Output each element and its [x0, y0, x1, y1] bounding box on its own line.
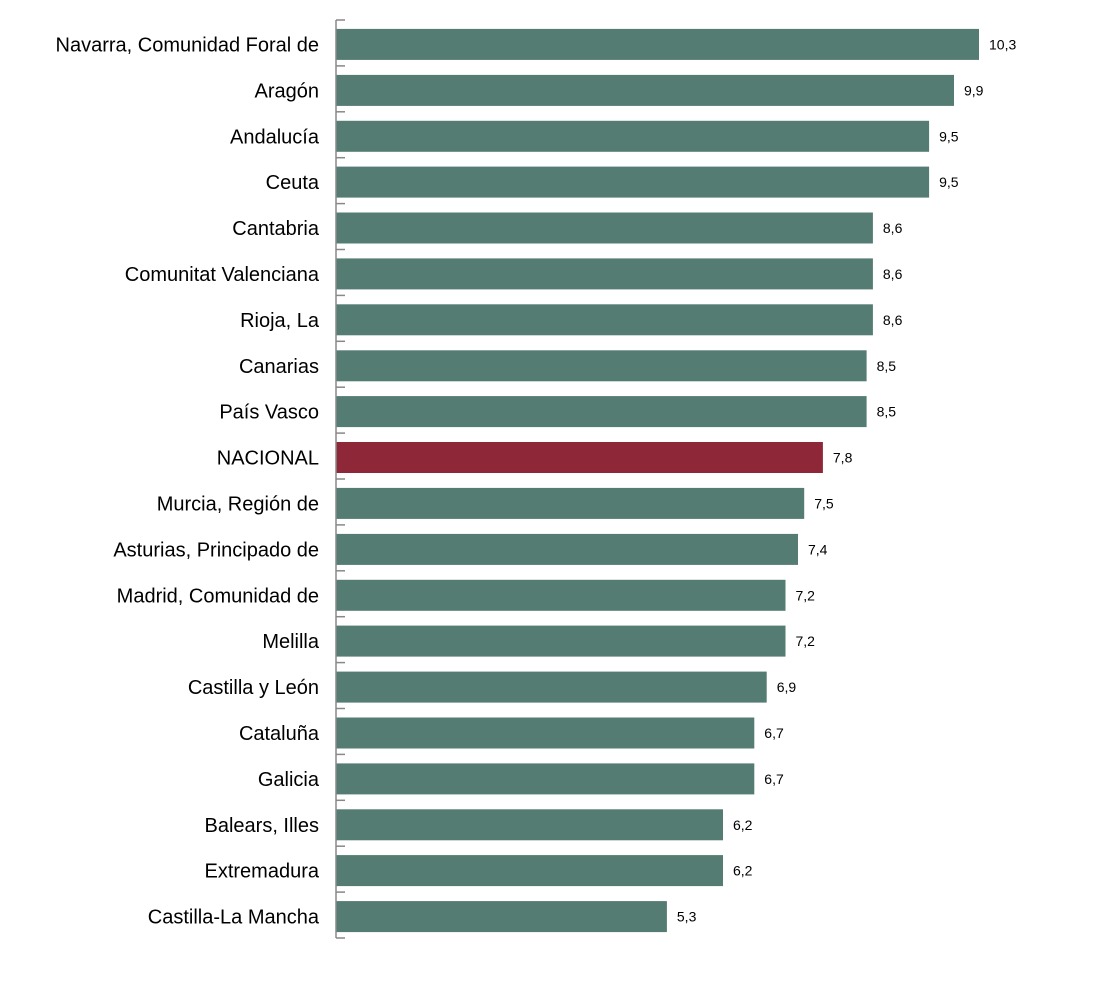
- bar: [336, 166, 930, 198]
- value-label: 6,7: [764, 725, 784, 741]
- bar-highlight: [336, 442, 823, 473]
- bar: [336, 258, 873, 290]
- category-label: Comunitat Valenciana: [125, 264, 320, 286]
- bar: [336, 809, 723, 841]
- value-label: 8,6: [883, 312, 903, 328]
- bar: [336, 763, 755, 795]
- value-label: 9,9: [964, 82, 984, 98]
- category-label: Cantabria: [232, 218, 320, 240]
- category-label: Rioja, La: [240, 310, 320, 332]
- category-label: Castilla-La Mancha: [148, 907, 320, 929]
- category-label: Ceuta: [266, 172, 320, 194]
- bar: [336, 855, 723, 887]
- category-label: Andalucía: [230, 126, 320, 148]
- category-label: Castilla y León: [188, 677, 319, 699]
- value-label: 8,5: [877, 404, 897, 420]
- value-label: 8,6: [883, 266, 903, 282]
- bar: [336, 487, 805, 519]
- value-label: 9,5: [939, 174, 959, 190]
- category-label: Navarra, Comunidad Foral de: [56, 35, 319, 57]
- category-label: Murcia, Región de: [157, 493, 319, 515]
- bar: [336, 625, 786, 657]
- category-label: Cataluña: [239, 723, 320, 745]
- category-label: Balears, Illes: [205, 815, 320, 837]
- value-label: 8,6: [883, 220, 903, 236]
- bars-group: Navarra, Comunidad Foral de 10,3 Aragón 9,9…: [56, 28, 1016, 933]
- value-label: 6,7: [764, 771, 784, 787]
- category-label: Extremadura: [205, 861, 320, 883]
- value-label: 7,5: [814, 495, 834, 511]
- value-label: 7,8: [833, 450, 853, 466]
- value-label: 7,2: [796, 633, 816, 649]
- bar: [336, 671, 767, 703]
- bar: [336, 304, 873, 336]
- bar: [336, 717, 755, 749]
- category-label: Madrid, Comunidad de: [117, 585, 319, 607]
- category-label: Aragón: [255, 80, 320, 102]
- value-label: 6,9: [777, 679, 797, 695]
- value-label: 8,5: [877, 358, 897, 374]
- category-label: Galicia: [258, 769, 320, 791]
- bar: [336, 212, 873, 244]
- value-label: 5,3: [677, 909, 697, 925]
- category-label: NACIONAL: [217, 448, 319, 470]
- axis-ticks-group: [336, 19, 345, 939]
- bar: [336, 350, 867, 382]
- value-label: 10,3: [989, 37, 1016, 53]
- bar: [336, 396, 867, 428]
- category-label: País Vasco: [219, 402, 319, 424]
- value-label: 6,2: [733, 817, 753, 833]
- bar: [336, 901, 667, 933]
- bar: [336, 120, 930, 152]
- value-label: 9,5: [939, 128, 959, 144]
- bar: [336, 28, 979, 60]
- bar: [336, 533, 798, 565]
- value-label: 6,2: [733, 863, 753, 879]
- value-label: 7,2: [796, 587, 816, 603]
- category-label: Asturias, Principado de: [113, 539, 319, 561]
- bar: [336, 74, 954, 106]
- bar: [336, 579, 786, 611]
- value-label: 7,4: [808, 541, 828, 557]
- category-label: Canarias: [239, 356, 319, 378]
- category-label: Melilla: [262, 631, 320, 653]
